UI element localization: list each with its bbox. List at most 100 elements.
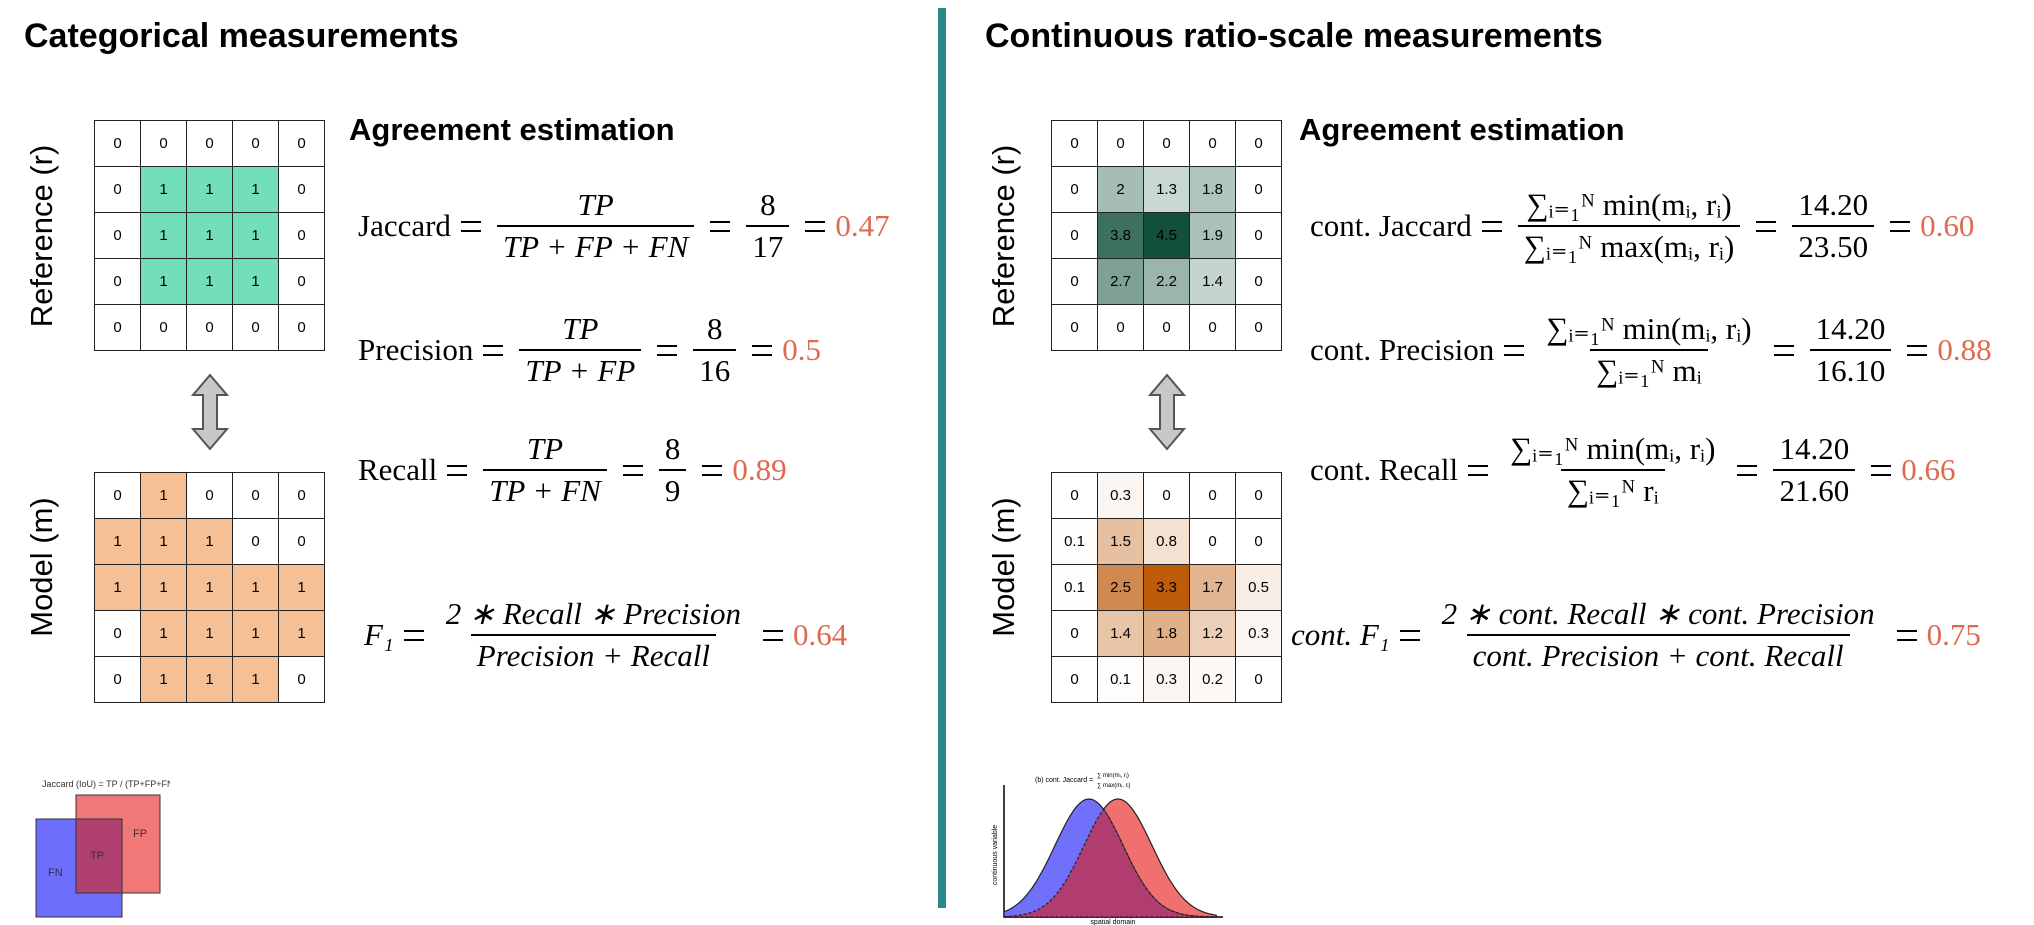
grid-cell: 3.3 [1143,564,1190,611]
grid-cell: 0 [1097,120,1144,167]
double-arrow [1147,373,1187,451]
grid-cell: 0.1 [1097,656,1144,703]
grid-cell: 0 [94,258,141,305]
grid-cell: 0 [278,518,325,565]
section-heading: Agreement estimation [1299,112,1625,147]
grid-cell: 1.8 [1143,610,1190,657]
fraction: ∑ᵢ₌₁ᴺ min(mᵢ, rᵢ) ∑ᵢ₌₁ᴺ rᵢ [1504,429,1721,511]
grid-cell: 1 [140,656,187,703]
jaccard-venn: Jaccard (IoU) = TP / (TP+FP+FN) FN TP FP [35,779,170,918]
panel-title: Categorical measurements [24,17,459,55]
numerator: 14.20 [1798,187,1869,222]
formula-name: Jaccard [358,208,451,243]
grid-cell: 0.3 [1235,610,1282,657]
grid: 0 0.3 0 0 0 0.1 1.5 0.8 0 0 0.1 2.5 3.3 1.7 0.5 0 1.4 1.8… [1051,472,1282,703]
result: 0.89 [732,452,787,487]
grid-cell: 0 [1051,258,1098,305]
result: 0.66 [1901,452,1956,487]
grid-cell: 0 [94,166,141,213]
grid-cell: 1 [186,610,233,657]
grid-cell: 1 [140,564,187,611]
grid-cell: 2.2 [1143,258,1190,305]
grid-cell: 0 [1235,304,1282,351]
denominator: 9 [658,469,687,511]
grid-cell: 0 [1051,212,1098,259]
grid-cell: 1 [186,656,233,703]
grid-cell: 1 [140,610,187,657]
equals-sign [805,220,826,232]
grid-cell: 1 [140,258,187,305]
formula-name: cont. Precision [1310,332,1495,367]
equals-sign [1896,629,1917,641]
fraction: TP TP + FP [519,309,642,391]
grid-cell: 0.5 [1235,564,1282,611]
grid-cell: 0 [1051,304,1098,351]
grid-cell: 0 [94,472,141,519]
grid-cell: 1 [186,258,233,305]
grid-cell: 0 [1235,472,1282,519]
grid-cell: 0 [1189,304,1236,351]
grid-row: 0 1.4 1.8 1.2 0.3 [1051,610,1282,657]
y-axis-label: continuous variable [992,825,999,885]
grid-cell: 0 [1051,472,1098,519]
numerator: TP [562,311,599,346]
grid-cell: 0 [1189,472,1236,519]
equals-sign [1481,220,1502,232]
numerator: 14.20 [1815,311,1886,346]
x-axis-label: spatial domain [1090,919,1135,925]
fraction: 14.20 16.10 [1809,309,1892,391]
equals-sign [1773,344,1794,356]
panel-title: Continuous ratio-scale measurements [985,17,1603,55]
grid-cell: 1.3 [1143,166,1190,213]
formula: cont. Precision ∑ᵢ₌₁ᴺ min(mᵢ, rᵢ) ∑ᵢ₌₁ᴺ mᵢ… [1310,300,1992,400]
grid-cell: 0 [1189,120,1236,167]
grid-cell: 1 [140,518,187,565]
grid-cell: 0 [278,166,325,213]
double-arrow [190,373,230,451]
divider [938,8,946,908]
denominator: ∑ᵢ₌₁ᴺ max(mᵢ, rᵢ) [1517,225,1741,267]
grid-cell: 1 [186,564,233,611]
inset-numerator: ∑ min(mᵢ, rᵢ) [1097,773,1129,779]
numerator: 2 ∗ Recall ∗ Precision [445,596,742,631]
tp-label: TP [90,850,104,862]
grid-cell: 1.4 [1189,258,1236,305]
equals-sign [1890,220,1911,232]
grid-row: 0 2.7 2.2 1.4 0 [1051,258,1282,305]
equals-sign [1399,629,1420,641]
equals-sign [1907,344,1928,356]
grid-cell: 1 [232,564,279,611]
grid-cell: 0 [1051,656,1098,703]
equals-sign [763,629,784,641]
grid-cell: 0 [1143,472,1190,519]
fraction: 8 17 [746,185,790,267]
formula-name: cont. Recall [1310,452,1459,487]
fraction: TP TP + FP + FN [496,185,695,267]
grid-cell: 0 [94,304,141,351]
equals-sign [460,220,481,232]
grid-cell: 0 [232,304,279,351]
grid-row: 0 3.8 4.5 1.9 0 [1051,212,1282,259]
equals-sign [1468,464,1489,476]
grid-cell: 1 [278,564,325,611]
grid-cell: 0 [1235,518,1282,565]
grid-cell: 0 [140,304,187,351]
equals-sign [1871,464,1892,476]
grid-cell: 0.8 [1143,518,1190,565]
grid-cell: 0 [186,304,233,351]
grid-cell: 0 [232,120,279,167]
grid-row: 0 2 1.3 1.8 0 [1051,166,1282,213]
fraction: 14.20 23.50 [1792,185,1875,267]
fn-label: FN [48,867,63,879]
formula-name: Precision [358,332,474,367]
